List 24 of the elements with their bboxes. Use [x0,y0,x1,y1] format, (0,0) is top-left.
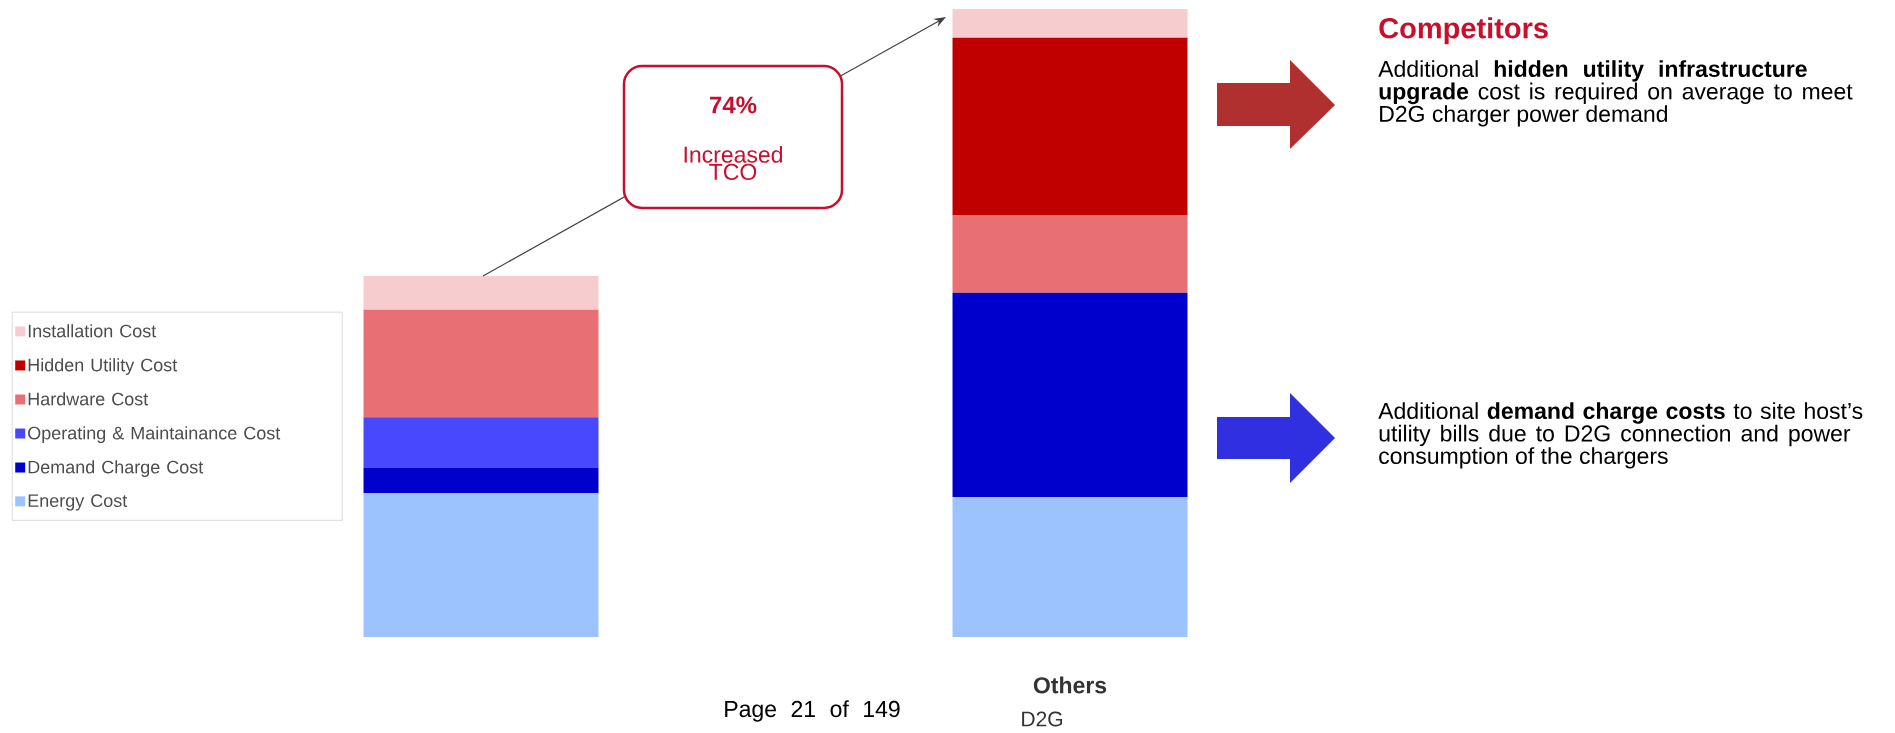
legend-label: Demand Charge Cost [28,460,204,478]
bar [952,8,1188,38]
bar [952,37,1188,216]
legend-label: Hidden Utility Cost [28,358,178,375]
text: D2G [1022,711,1063,727]
text: Additional hidden utility infrastructure upgrade cost is required on average to meet D2G charger power demand [1378,60,1853,127]
legend-label: Operating & Maintainance Cost [28,426,281,444]
bar [363,493,599,637]
bar [363,417,599,469]
text: Competitors [1379,17,1548,45]
annotation: 74% [710,96,757,114]
legend-label: Hardware Cost [28,392,149,406]
bar [363,309,599,418]
bar [952,496,1188,637]
bar [363,468,599,494]
bar [952,215,1188,293]
legend-label: Energy Cost [28,494,128,511]
bar [952,292,1188,497]
bar [363,275,599,310]
text: Page 21 of 149 [725,700,900,722]
text: Additional demand charge costs to site host’s utility bills due to D2G connection and power consumption of the chargers [1378,402,1863,469]
legend-label: Installation Cost [28,324,157,338]
annotation: Increased TCO [684,145,783,181]
x-tick-label: Others [1033,676,1107,694]
